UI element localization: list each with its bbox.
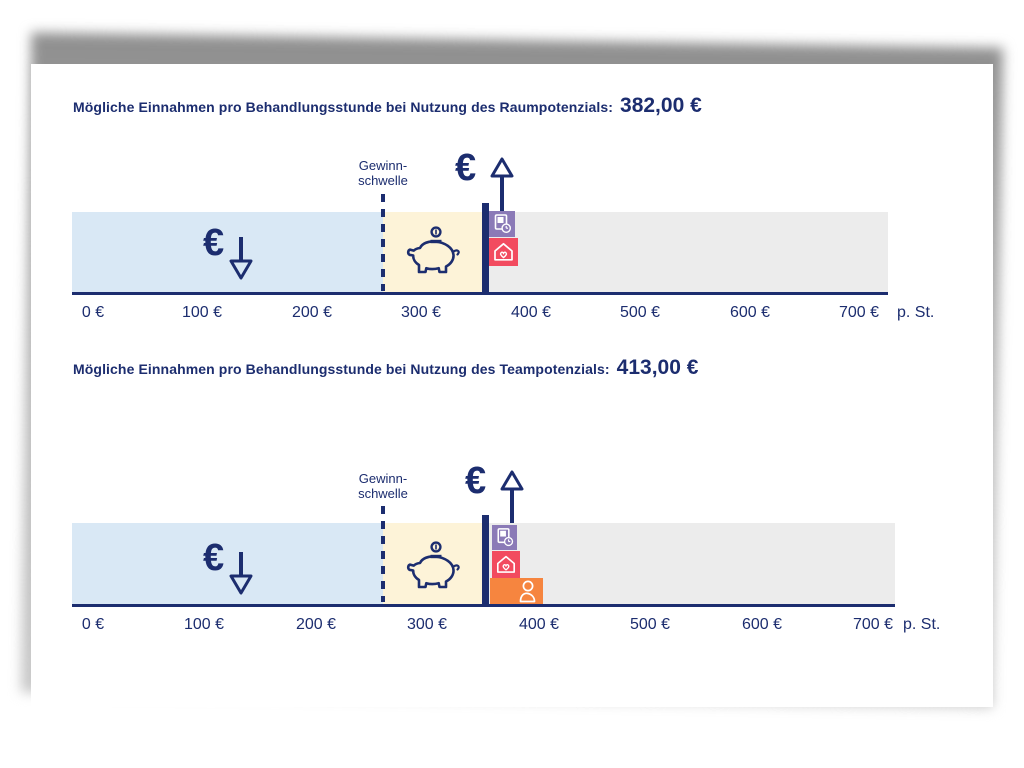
- axis-tick-100: 100 €: [181, 304, 223, 321]
- axis-tick-600: 600 €: [741, 616, 783, 633]
- slide-page: Mögliche Einnahmen pro Behandlungsstunde…: [31, 64, 993, 707]
- zone-potential: [485, 212, 888, 292]
- arrow-up-icon: [500, 470, 524, 525]
- axis-tick-100: 100 €: [183, 616, 225, 633]
- euro-up-icon: €: [465, 460, 487, 502]
- break-even-label: Gewinn- schwelle: [358, 471, 408, 501]
- chart-title-row: Mögliche Einnahmen pro Behandlungsstunde…: [73, 356, 698, 380]
- axis-tick-0: 0 €: [81, 304, 105, 321]
- axis-tick-0: 0 €: [81, 616, 105, 633]
- house-heart-icon: [489, 238, 518, 266]
- axis-tick-700: 700 €: [852, 616, 894, 633]
- zone-profit: [383, 212, 485, 292]
- person-icon: [490, 578, 543, 605]
- x-axis-line: [72, 604, 895, 607]
- break-even-dashed-line: [381, 506, 385, 602]
- chart-title-row: Mögliche Einnahmen pro Behandlungsstunde…: [73, 94, 702, 118]
- piggy-bank-icon: [406, 541, 460, 589]
- axis-tick-200: 200 €: [291, 304, 333, 321]
- zone-loss: [72, 212, 383, 292]
- euro-down-icon: €: [203, 222, 225, 264]
- axis-tick-500: 500 €: [629, 616, 671, 633]
- house-heart-icon: [492, 551, 520, 578]
- zone-profit: [383, 523, 485, 604]
- euro-down-icon: €: [203, 537, 225, 579]
- arrow-down-icon: [229, 552, 253, 595]
- chart-title: Mögliche Einnahmen pro Behandlungsstunde…: [73, 361, 610, 377]
- zone-loss: [72, 523, 383, 604]
- chart-value: 382,00 €: [620, 94, 702, 117]
- value-marker-line: [482, 515, 489, 607]
- scale-bar: [72, 212, 888, 292]
- axis-tick-400: 400 €: [510, 304, 552, 321]
- chart-value: 413,00 €: [616, 356, 699, 379]
- euro-up-icon: €: [455, 147, 477, 189]
- break-even-label: Gewinn- schwelle: [358, 158, 408, 188]
- axis-tick-300: 300 €: [406, 616, 448, 633]
- axis-tick-500: 500 €: [619, 304, 661, 321]
- axis-unit-label: p. St.: [897, 304, 935, 321]
- break-even-dashed-line: [381, 194, 385, 291]
- arrow-up-icon: [490, 157, 514, 212]
- axis-tick-700: 700 €: [838, 304, 880, 321]
- axis-unit-label: p. St.: [903, 616, 941, 633]
- document-clock-icon: [492, 525, 517, 550]
- zone-potential: [485, 523, 895, 604]
- scale-bar: [72, 523, 895, 604]
- value-marker-line: [482, 203, 489, 295]
- axis-tick-300: 300 €: [400, 304, 442, 321]
- axis-tick-200: 200 €: [295, 616, 337, 633]
- document-clock-icon: [489, 211, 515, 237]
- axis-tick-400: 400 €: [518, 616, 560, 633]
- arrow-down-icon: [229, 237, 253, 280]
- x-axis-line: [72, 292, 888, 295]
- chart-title: Mögliche Einnahmen pro Behandlungsstunde…: [73, 99, 614, 115]
- piggy-bank-icon: [406, 226, 460, 274]
- axis-tick-600: 600 €: [729, 304, 771, 321]
